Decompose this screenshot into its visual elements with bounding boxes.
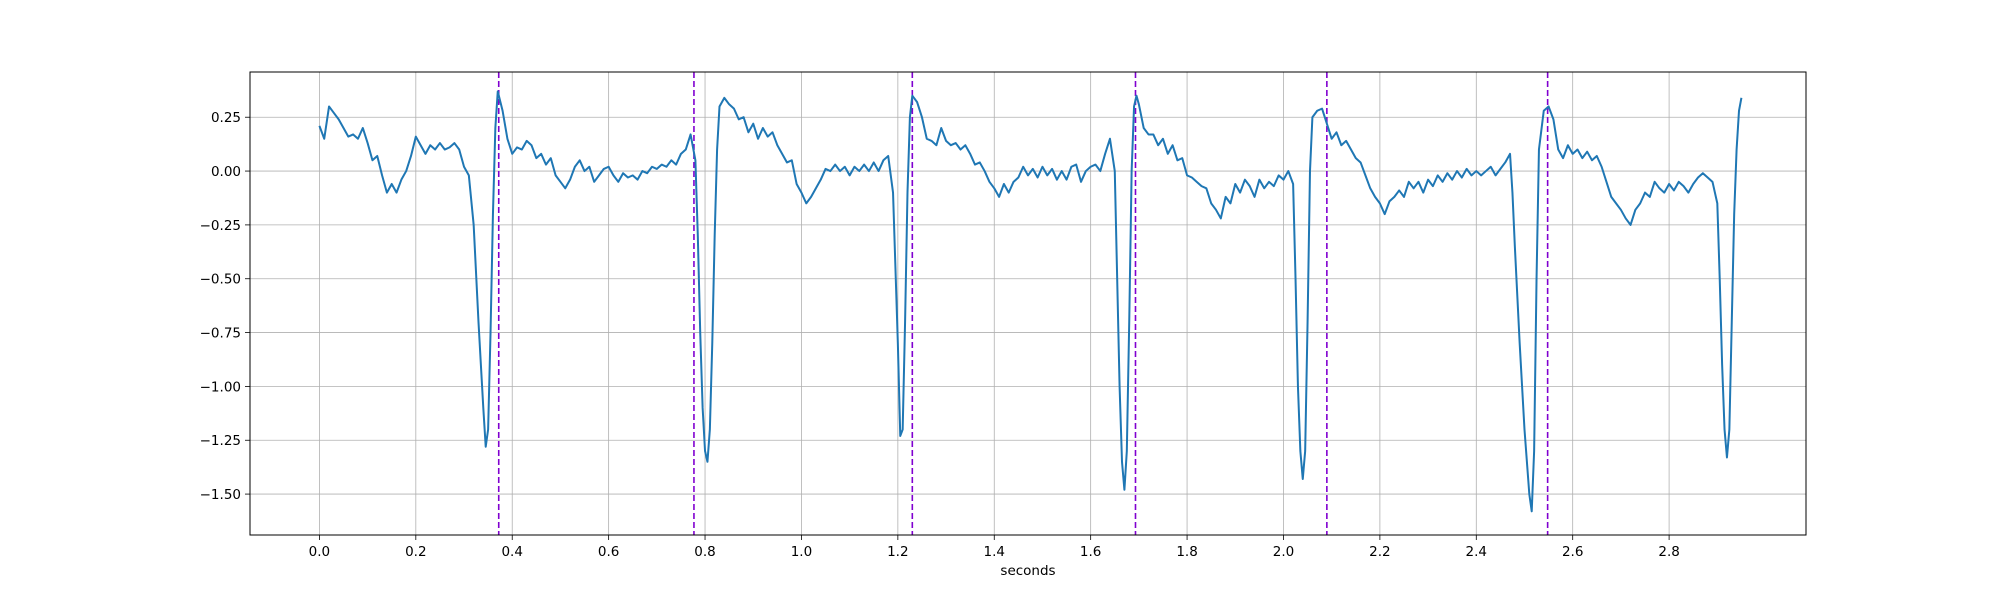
x-tick-label: 0.0 xyxy=(309,544,330,560)
x-tick-label: 1.8 xyxy=(1176,544,1197,560)
y-tick-label: 0.00 xyxy=(211,164,241,180)
grid xyxy=(250,72,1806,535)
x-tick-label: 1.0 xyxy=(791,544,812,560)
x-tick-label: 1.2 xyxy=(887,544,908,560)
x-tick-label: 1.4 xyxy=(984,544,1005,560)
x-tick-label: 1.6 xyxy=(1080,544,1101,560)
x-tick-label: 0.8 xyxy=(694,544,715,560)
y-tick-label: 0.25 xyxy=(211,110,241,126)
series-layer xyxy=(318,90,1743,513)
y-tick-label: −1.50 xyxy=(200,487,241,503)
y-tick-label: −1.00 xyxy=(200,379,241,395)
y-tick-label: −0.25 xyxy=(200,218,241,234)
x-tick-label: 2.8 xyxy=(1658,544,1679,560)
x-tick-label: 2.2 xyxy=(1369,544,1390,560)
x-tick-label: 0.6 xyxy=(598,544,619,560)
x-tick-label: 0.2 xyxy=(405,544,426,560)
y-axis: 0.25 0.00 −0.25 −0.50 −0.75 −1.00 −1.25 −1.50 xyxy=(200,110,250,503)
x-tick-label: 2.0 xyxy=(1273,544,1294,560)
plot-background xyxy=(250,72,1806,535)
x-tick-label: 2.6 xyxy=(1562,544,1583,560)
y-tick-label: −0.75 xyxy=(200,326,241,342)
plot-frame xyxy=(249,71,1807,536)
plot-area xyxy=(249,71,1807,536)
x-axis: 0.0 0.2 0.4 0.6 0.8 1.0 1.2 1.4 1.6 1.8 2.0 2.2 2.4 2… xyxy=(309,535,1680,560)
signal-line xyxy=(318,90,1743,513)
x-tick-label: 2.4 xyxy=(1466,544,1487,560)
x-tick-label: 0.4 xyxy=(501,544,522,560)
y-tick-label: −1.25 xyxy=(200,433,241,449)
y-tick-label: −0.50 xyxy=(200,272,241,288)
x-axis-label: seconds xyxy=(1000,563,1055,579)
